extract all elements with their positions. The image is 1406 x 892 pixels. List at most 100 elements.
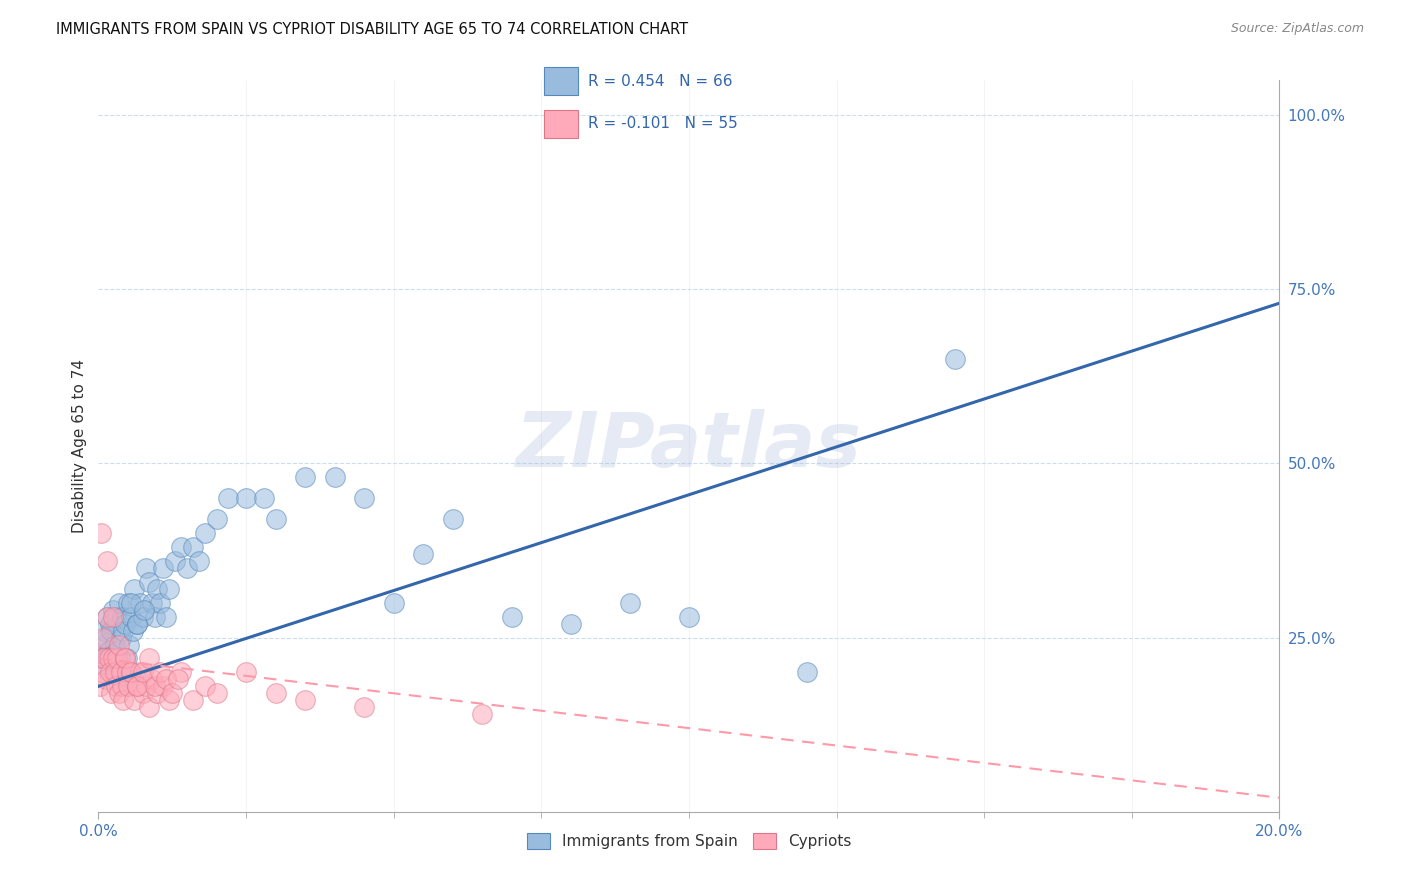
Point	[115, 665, 138, 680]
Point	[93, 624, 115, 638]
Point	[94, 673, 117, 687]
Point	[108, 651, 131, 665]
Text: R = 0.454   N = 66: R = 0.454 N = 66	[588, 74, 733, 88]
Point	[115, 651, 138, 665]
Point	[117, 679, 139, 693]
Point	[323, 470, 346, 484]
Point	[678, 609, 700, 624]
Point	[170, 665, 193, 680]
Point	[108, 638, 131, 652]
Point	[96, 609, 118, 624]
Point	[91, 638, 114, 652]
Point	[100, 686, 122, 700]
Point	[128, 596, 150, 610]
Point	[353, 491, 375, 506]
Point	[111, 679, 134, 693]
Point	[146, 582, 169, 596]
Point	[125, 679, 148, 693]
Bar	[544, 67, 578, 95]
Point	[796, 665, 818, 680]
Point	[120, 609, 142, 624]
Point	[111, 609, 134, 624]
Point	[471, 707, 494, 722]
Point	[264, 686, 287, 700]
Point	[170, 540, 193, 554]
Point	[105, 679, 128, 693]
Point	[98, 651, 121, 665]
Point	[162, 686, 183, 700]
Point	[98, 665, 121, 680]
Point	[120, 665, 142, 680]
Point	[264, 512, 287, 526]
Point	[101, 665, 124, 680]
Point	[114, 651, 136, 665]
Point	[157, 693, 180, 707]
Point	[205, 686, 228, 700]
Point	[141, 596, 163, 610]
Point	[135, 679, 157, 693]
Text: IMMIGRANTS FROM SPAIN VS CYPRIOT DISABILITY AGE 65 TO 74 CORRELATION CHART: IMMIGRANTS FROM SPAIN VS CYPRIOT DISABIL…	[56, 22, 689, 37]
Text: ZIPatlas: ZIPatlas	[516, 409, 862, 483]
Point	[560, 616, 582, 631]
Point	[155, 673, 177, 687]
Point	[132, 609, 155, 624]
Point	[108, 686, 131, 700]
Point	[96, 554, 118, 568]
Point	[205, 512, 228, 526]
Point	[141, 673, 163, 687]
Point	[121, 624, 143, 638]
Point	[235, 665, 257, 680]
Point	[138, 574, 160, 589]
Point	[117, 596, 139, 610]
Point	[122, 693, 145, 707]
Point	[235, 491, 257, 506]
Point	[143, 679, 166, 693]
Point	[132, 665, 155, 680]
Point	[253, 491, 276, 506]
Point	[125, 679, 148, 693]
Bar	[544, 110, 578, 138]
Point	[89, 679, 111, 693]
Point	[943, 351, 966, 366]
Point	[114, 673, 136, 687]
Point	[90, 651, 112, 665]
Point	[91, 631, 114, 645]
Point	[152, 679, 174, 693]
Point	[112, 693, 135, 707]
Point	[121, 596, 143, 610]
Point	[441, 512, 464, 526]
Point	[98, 616, 121, 631]
Point	[90, 526, 112, 541]
Point	[194, 526, 217, 541]
Y-axis label: Disability Age 65 to 74: Disability Age 65 to 74	[72, 359, 87, 533]
Text: R = -0.101   N = 55: R = -0.101 N = 55	[588, 117, 738, 131]
Point	[194, 679, 217, 693]
Point	[132, 686, 155, 700]
Point	[181, 540, 204, 554]
Point	[382, 596, 405, 610]
Point	[91, 658, 114, 673]
Point	[93, 651, 115, 665]
Point	[165, 554, 187, 568]
Point	[104, 638, 127, 652]
Point	[135, 561, 157, 575]
Point	[619, 596, 641, 610]
Point	[118, 638, 141, 652]
Point	[353, 700, 375, 714]
Point	[138, 700, 160, 714]
Text: Source: ZipAtlas.com: Source: ZipAtlas.com	[1230, 22, 1364, 36]
Point	[294, 470, 316, 484]
Point	[105, 609, 128, 624]
Point	[146, 686, 169, 700]
Point	[100, 624, 122, 638]
Point	[128, 665, 150, 680]
Point	[122, 582, 145, 596]
Point	[155, 609, 177, 624]
Point	[91, 665, 114, 680]
Point	[143, 609, 166, 624]
Point	[90, 651, 112, 665]
Point	[114, 651, 136, 665]
Legend: Immigrants from Spain, Cypriots: Immigrants from Spain, Cypriots	[520, 827, 858, 855]
Point	[105, 644, 128, 658]
Point	[112, 624, 135, 638]
